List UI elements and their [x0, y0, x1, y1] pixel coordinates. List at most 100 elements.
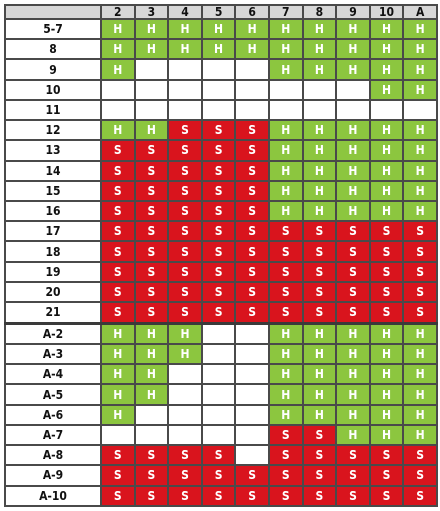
stand-cell: S [267, 484, 304, 507]
stand-cell: S [200, 159, 237, 182]
empty-cell [234, 383, 270, 406]
stand-cell: S [133, 139, 170, 162]
hit-cell: H [167, 38, 203, 61]
hit-cell: H [100, 321, 136, 345]
stand-cell: S [133, 220, 170, 243]
hit-cell: H [335, 363, 371, 386]
hit-cell: H [301, 58, 338, 81]
hit-cell: H [100, 119, 136, 142]
stand-cell: S [200, 301, 237, 325]
stand-cell: S [100, 240, 136, 263]
stand-cell: S [167, 159, 203, 182]
empty-cell [234, 403, 270, 426]
stand-cell: S [267, 260, 304, 283]
hit-cell: H [200, 17, 237, 41]
stand-cell: S [200, 119, 237, 142]
hit-cell: H [402, 342, 438, 366]
hit-cell: H [402, 78, 438, 101]
hand-row: 14 S S S S S H H H H H [4, 159, 438, 182]
hit-cell: H [133, 383, 170, 406]
stand-cell: S [267, 240, 304, 263]
hit-cell: H [267, 342, 304, 366]
hit-cell: H [402, 159, 438, 182]
hand-label: 21 [4, 301, 102, 325]
stand-cell: S [368, 240, 405, 263]
hand-row: A-10 S S S S S S S S S S [4, 484, 438, 507]
hand-row: 20 S S S S S S S S S S [4, 280, 438, 304]
stand-cell: S [167, 301, 203, 325]
empty-cell [234, 321, 270, 345]
hit-cell: H [335, 159, 371, 182]
stand-cell: S [301, 444, 338, 467]
stand-cell: S [368, 220, 405, 243]
stand-cell: S [234, 179, 270, 202]
dealer-card-header: 5 [200, 4, 237, 20]
hit-cell: H [267, 139, 304, 162]
hit-cell: H [301, 119, 338, 142]
empty-cell [200, 98, 237, 122]
hit-cell: H [267, 119, 304, 142]
hit-cell: H [368, 58, 405, 81]
hit-cell: H [267, 363, 304, 386]
empty-cell [133, 403, 170, 426]
hit-cell: H [100, 38, 136, 61]
hit-cell: H [267, 321, 304, 345]
stand-cell: S [100, 484, 136, 507]
stand-cell: S [402, 280, 438, 304]
stand-cell: S [133, 280, 170, 304]
empty-cell [200, 383, 237, 406]
stand-cell: S [402, 240, 438, 263]
hand-label: 13 [4, 139, 102, 162]
hand-row: A-9 S S S S S S S S S S [4, 464, 438, 487]
empty-cell [167, 58, 203, 81]
stand-cell: S [133, 301, 170, 325]
stand-cell: S [234, 240, 270, 263]
hit-cell: H [133, 17, 170, 41]
hit-cell: H [301, 159, 338, 182]
stand-cell: S [402, 464, 438, 487]
hand-label: A-9 [4, 464, 102, 487]
stand-cell: S [402, 220, 438, 243]
hand-row: A-3 H H H H H H H H [4, 342, 438, 366]
hit-cell: H [368, 199, 405, 223]
hit-cell: H [267, 179, 304, 202]
stand-cell: S [167, 220, 203, 243]
empty-cell [167, 403, 203, 426]
stand-cell: S [267, 301, 304, 325]
stand-cell: S [133, 240, 170, 263]
stand-cell: S [167, 139, 203, 162]
hit-cell: H [335, 423, 371, 447]
stand-cell: S [301, 280, 338, 304]
stand-cell: S [335, 280, 371, 304]
empty-cell [200, 423, 237, 447]
stand-cell: S [200, 240, 237, 263]
hand-row: A-4 H H H H H H H [4, 363, 438, 386]
hit-cell: H [301, 342, 338, 366]
dealer-card-header: 4 [167, 4, 203, 20]
stand-cell: S [335, 484, 371, 507]
stand-cell: S [200, 260, 237, 283]
hit-cell: H [402, 321, 438, 345]
hit-cell: H [368, 17, 405, 41]
stand-cell: S [301, 260, 338, 283]
hand-label: A-2 [4, 321, 102, 345]
stand-cell: S [100, 260, 136, 283]
hit-cell: H [301, 363, 338, 386]
stand-cell: S [100, 159, 136, 182]
hit-cell: H [267, 383, 304, 406]
empty-cell [234, 78, 270, 101]
dealer-card-header: 3 [133, 4, 170, 20]
hand-row: 18 S S S S S S S S S S [4, 240, 438, 263]
dealer-card-header: 6 [234, 4, 270, 20]
dealer-card-header: 9 [335, 4, 371, 20]
stand-cell: S [100, 301, 136, 325]
hit-cell: H [301, 179, 338, 202]
empty-cell [167, 383, 203, 406]
hit-cell: H [335, 383, 371, 406]
hit-cell: H [368, 383, 405, 406]
hit-cell: H [335, 38, 371, 61]
stand-cell: S [133, 464, 170, 487]
hand-label: A-4 [4, 363, 102, 386]
stand-cell: S [200, 484, 237, 507]
